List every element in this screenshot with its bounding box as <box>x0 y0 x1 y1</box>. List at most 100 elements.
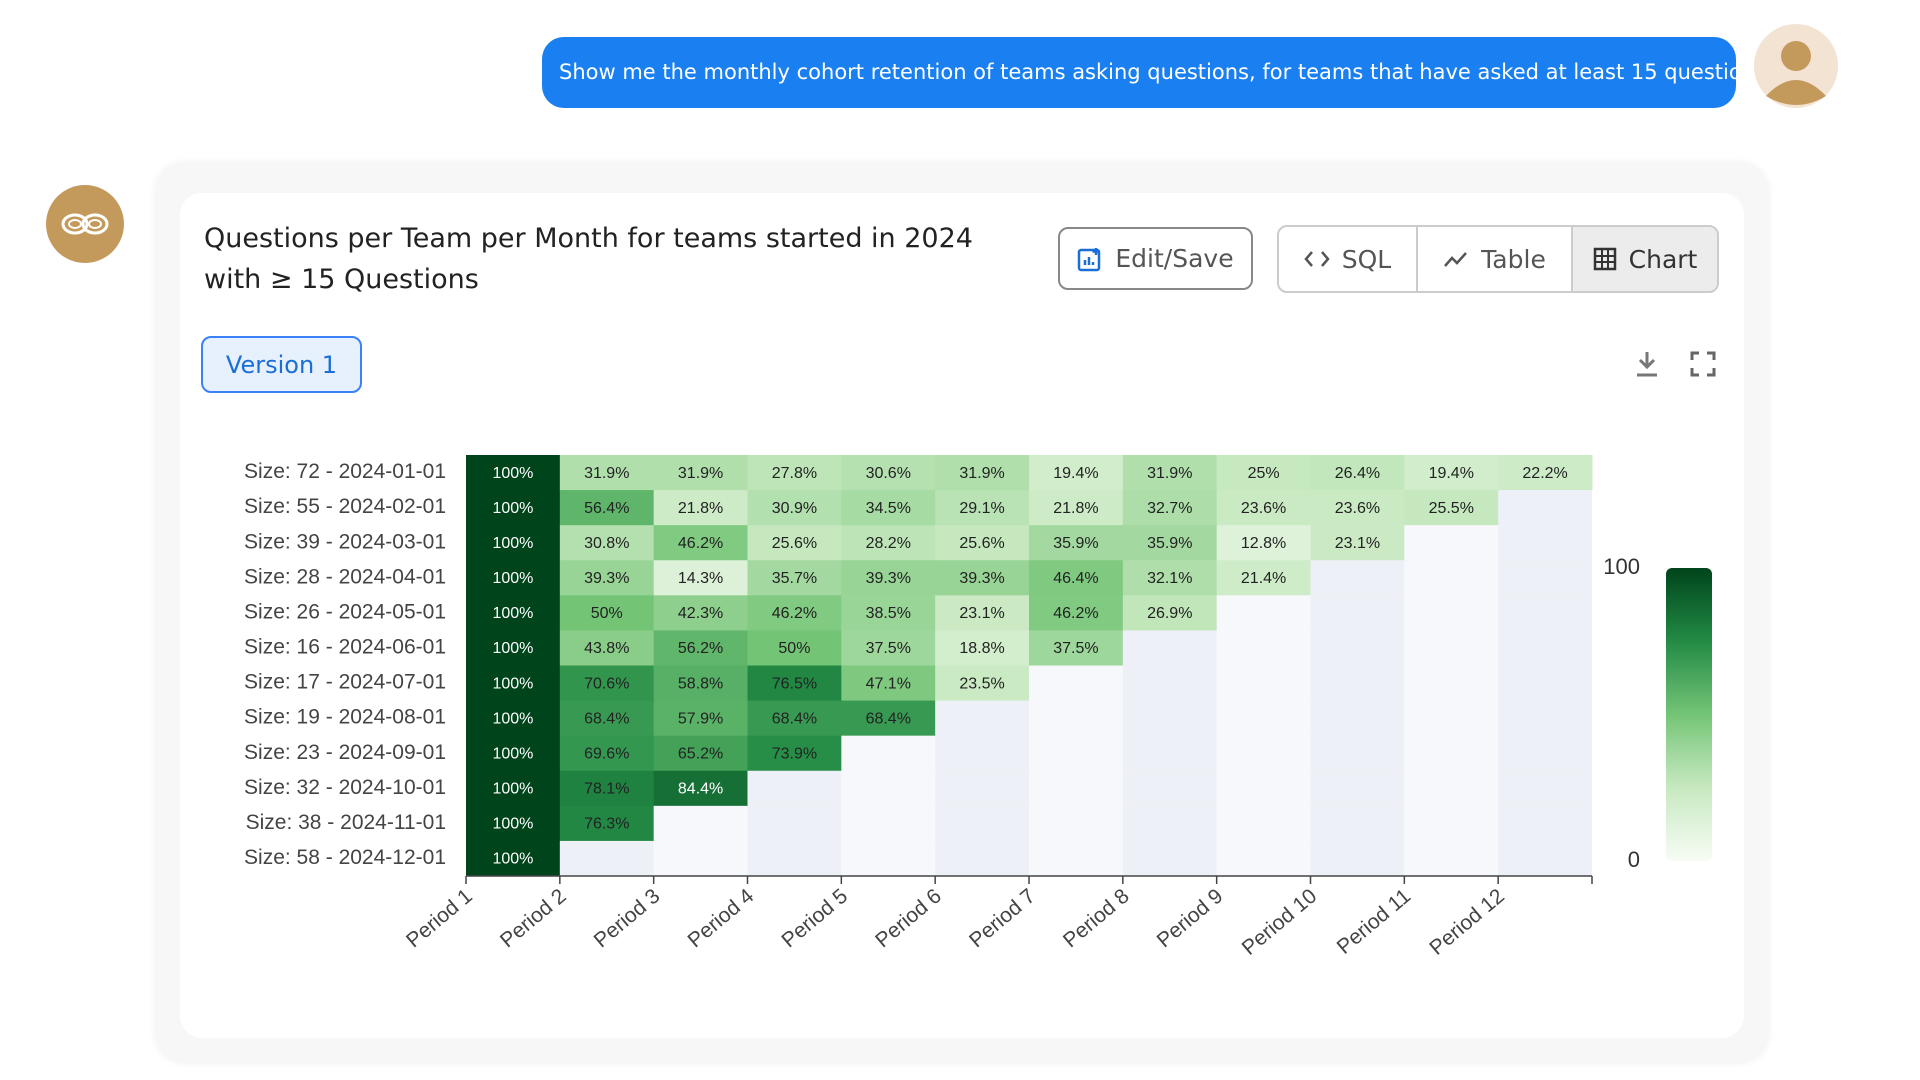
view-tabs: SQL Table Chart <box>1277 225 1719 293</box>
cell-label: 47.1% <box>866 675 911 692</box>
cell <box>1029 630 1124 666</box>
cell-label: 58.8% <box>678 675 723 692</box>
edit-save-button[interactable]: Edit/Save <box>1058 227 1253 290</box>
cell-label: 100% <box>492 781 533 798</box>
grid-icon <box>1593 247 1616 271</box>
cell <box>559 805 655 842</box>
cell-label: 100% <box>492 640 533 657</box>
row-label: Size: 72 - 2024-01-01 <box>244 460 446 483</box>
table-tab[interactable]: Table <box>1418 227 1573 291</box>
empty-cell <box>1216 805 1311 841</box>
cell <box>935 490 1030 526</box>
cell <box>466 840 561 877</box>
chart-tab[interactable]: Chart <box>1573 227 1717 291</box>
row-label: Size: 38 - 2024-11-01 <box>246 811 446 834</box>
x-tick-label: Period 3 <box>590 884 665 952</box>
cell <box>559 455 655 491</box>
empty-cell <box>935 840 1029 876</box>
cell <box>1122 560 1218 596</box>
empty-cell <box>747 805 842 841</box>
cell-label: 30.6% <box>866 465 911 482</box>
x-tick-label: Period 5 <box>777 884 852 952</box>
row-label: Size: 17 - 2024-07-01 <box>244 671 446 694</box>
empty-cell <box>1498 700 1592 736</box>
heatmap: Size: 72 - 2024-01-01 100% 31.9% 31.9% 27.8%… <box>244 455 1712 960</box>
x-tick-label: Period 10 <box>1238 884 1322 959</box>
version-button[interactable]: Version 1 <box>201 336 362 393</box>
row-label: Size: 16 - 2024-06-01 <box>244 636 446 659</box>
cell <box>841 665 936 702</box>
row-label: Size: 23 - 2024-09-01 <box>244 741 446 764</box>
empty-cell <box>1498 525 1592 561</box>
empty-cell <box>841 735 936 771</box>
empty-cell <box>1310 700 1405 736</box>
x-tick-label: Period 1 <box>402 884 477 952</box>
cell <box>747 455 842 491</box>
empty-cell <box>1498 595 1592 631</box>
cell <box>1029 525 1124 561</box>
x-tick-label: Period 8 <box>1059 884 1134 952</box>
cell <box>1122 595 1218 631</box>
cell <box>653 700 748 737</box>
cell-label: 43.8% <box>584 640 629 657</box>
cell-label: 23.1% <box>1335 535 1380 552</box>
cell-label: 21.8% <box>678 500 723 517</box>
empty-cell <box>1122 805 1217 841</box>
empty-cell <box>1498 840 1592 876</box>
cell-label: 46.2% <box>1053 605 1098 622</box>
user-message: Show me the monthly cohort retention of … <box>542 37 1766 108</box>
cell <box>466 700 561 737</box>
trend-icon <box>1444 252 1468 267</box>
cell <box>653 770 748 807</box>
x-tick-label: Period 9 <box>1153 884 1228 952</box>
empty-cell <box>1498 735 1592 771</box>
fullscreen-icon[interactable] <box>1690 351 1716 377</box>
cell <box>559 700 655 737</box>
sql-tab[interactable]: SQL <box>1279 227 1418 291</box>
cell-label: 25% <box>1248 465 1280 482</box>
cell-label: 78.1% <box>584 781 629 798</box>
cell-label: 100% <box>492 500 533 517</box>
cell <box>466 770 561 807</box>
cell <box>466 455 561 491</box>
empty-cell <box>841 770 936 806</box>
empty-cell <box>1029 805 1123 841</box>
empty-cell <box>1216 700 1311 736</box>
empty-cell <box>653 840 748 876</box>
cell-label: 32.7% <box>1147 500 1192 517</box>
cell <box>935 525 1030 561</box>
empty-cell <box>1404 630 1499 666</box>
cell-label: 100% <box>492 535 533 552</box>
cell <box>653 525 748 561</box>
cell <box>747 665 842 702</box>
empty-cell <box>1404 595 1499 631</box>
empty-cell <box>1310 840 1405 876</box>
cell <box>653 560 748 596</box>
cell-label: 19.4% <box>1053 465 1098 482</box>
empty-cell <box>1216 770 1311 806</box>
edit-icon <box>1078 247 1101 271</box>
colorbar <box>1666 568 1712 861</box>
empty-cell <box>1029 770 1123 806</box>
cell <box>1029 560 1124 596</box>
empty-cell <box>1029 840 1123 876</box>
cell-label: 23.1% <box>959 605 1004 622</box>
cell-label: 18.8% <box>959 640 1004 657</box>
cell-label: 84.4% <box>678 781 723 798</box>
empty-cell <box>1310 630 1405 666</box>
empty-cell <box>1122 700 1217 736</box>
cell-label: 27.8% <box>772 465 817 482</box>
row-label: Size: 55 - 2024-02-01 <box>244 495 446 518</box>
cell <box>1029 455 1124 491</box>
cell <box>653 735 748 772</box>
empty-cell <box>1310 735 1405 771</box>
cell <box>653 490 748 526</box>
cell-label: 50% <box>778 640 810 657</box>
cell-label: 46.4% <box>1053 570 1098 587</box>
x-tick-label: Period 12 <box>1425 884 1509 959</box>
cell-label: 31.9% <box>584 465 629 482</box>
download-icon[interactable] <box>1634 350 1660 378</box>
cell <box>466 595 561 631</box>
cell-label: 42.3% <box>678 605 723 622</box>
cell-label: 23.5% <box>959 675 1004 692</box>
